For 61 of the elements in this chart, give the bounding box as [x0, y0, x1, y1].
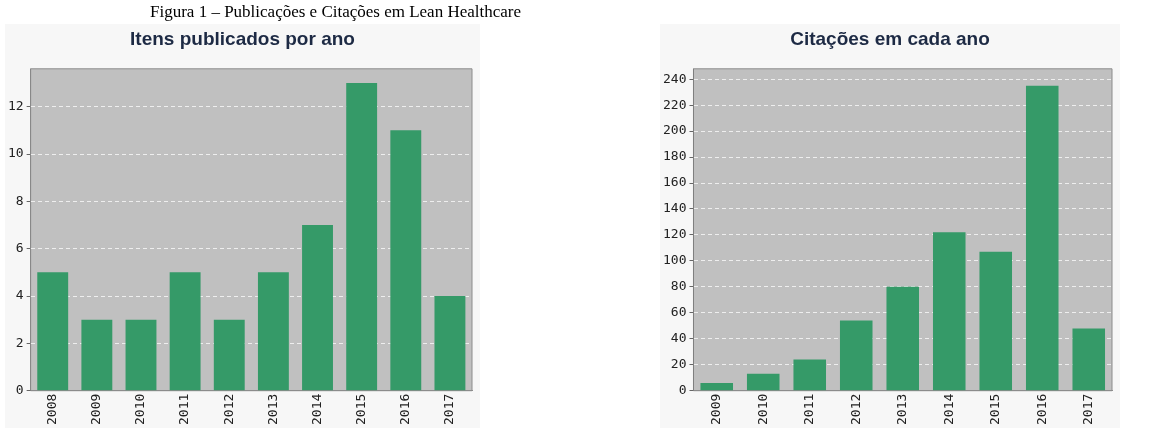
y-tick-label: 2 — [15, 334, 24, 350]
x-tick-label: 2012 — [847, 393, 863, 426]
y-tick-label: 4 — [15, 287, 24, 303]
y-tick-label: 0 — [678, 382, 687, 398]
x-tick-label: 2008 — [44, 393, 60, 426]
x-tick-label: 2017 — [1080, 393, 1096, 426]
x-tick-label: 2011 — [801, 393, 817, 426]
chart-title: Citações em cada ano — [789, 28, 991, 50]
bar — [434, 296, 466, 391]
bar — [746, 373, 780, 391]
y-tick-label: 100 — [663, 252, 687, 268]
bar — [302, 225, 333, 391]
bar — [839, 320, 873, 391]
y-tick-label: 180 — [663, 148, 687, 164]
bar — [886, 286, 920, 391]
y-tick-label: 20 — [670, 356, 687, 372]
x-tick-label: 2009 — [708, 393, 724, 426]
bar — [793, 359, 827, 391]
x-tick-label: 2015 — [987, 393, 1003, 426]
x-tick-label: 2010 — [754, 393, 770, 426]
bar — [81, 319, 113, 391]
x-tick-label: 2013 — [894, 393, 910, 426]
x-tick-label: 2017 — [441, 393, 457, 426]
x-tick-label: 2014 — [940, 393, 956, 426]
bar — [700, 382, 734, 391]
bar — [346, 83, 378, 391]
chart-title: Itens publicados por ano — [129, 28, 356, 50]
y-tick-label: 200 — [663, 122, 687, 138]
x-tick-label: 2016 — [397, 393, 413, 426]
bar — [1072, 328, 1106, 391]
x-tick-label: 2016 — [1033, 393, 1049, 426]
x-tick-label: 2013 — [264, 393, 280, 426]
y-tick-label: 6 — [15, 240, 24, 256]
x-tick-label: 2011 — [176, 393, 192, 426]
y-tick-label: 220 — [663, 96, 687, 112]
bar — [390, 130, 422, 391]
bar — [932, 232, 966, 391]
bar — [257, 272, 289, 391]
y-tick-label: 120 — [663, 226, 687, 242]
bar — [979, 251, 1013, 391]
y-tick-label: 80 — [670, 278, 687, 294]
bar — [37, 272, 69, 391]
text: Figura 1 – Publicações e Citações em Lean Healthcare — [150, 2, 522, 22]
x-tick-label: 2010 — [132, 393, 148, 426]
y-tick-label: 160 — [663, 174, 687, 190]
y-tick-label: 60 — [670, 304, 687, 320]
y-tick-label: 140 — [663, 200, 687, 216]
y-tick-label: 8 — [15, 192, 24, 208]
bar — [213, 319, 245, 391]
x-tick-label: 2009 — [88, 393, 104, 426]
x-tick-label: 2014 — [308, 393, 324, 426]
y-tick-label: 10 — [8, 145, 24, 161]
bar — [1025, 85, 1059, 391]
y-tick-label: 12 — [8, 98, 24, 114]
bar — [125, 319, 157, 391]
y-tick-label: 0 — [15, 382, 24, 398]
y-tick-label: 40 — [670, 330, 687, 346]
x-tick-label: 2012 — [220, 393, 236, 426]
x-tick-label: 2015 — [353, 393, 369, 426]
bar — [169, 272, 201, 391]
y-tick-label: 240 — [663, 70, 687, 86]
